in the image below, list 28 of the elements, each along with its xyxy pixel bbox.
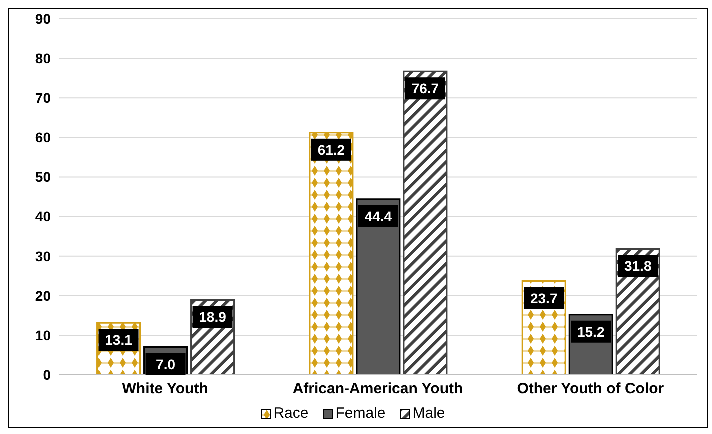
x-tick-label: White Youth: [122, 380, 208, 398]
data-label: 18.9: [199, 309, 227, 326]
data-label: 61.2: [318, 142, 346, 158]
data-label: 44.4: [364, 208, 392, 224]
y-tick-label: 10: [35, 327, 52, 344]
y-tick-label: 50: [35, 169, 52, 186]
y-tick-label: 0: [43, 366, 52, 383]
y-tick-label: 80: [35, 50, 52, 67]
bar: [309, 132, 354, 375]
bar: [356, 198, 401, 375]
x-tick-label: African-American Youth: [292, 380, 464, 398]
data-label: 7.0: [156, 356, 176, 372]
data-label: 23.7: [530, 290, 558, 306]
y-tick-label: 70: [35, 90, 52, 106]
y-tick-label: 60: [35, 130, 52, 146]
x-tick-label: Other Youth of Color: [517, 380, 664, 398]
y-tick-label: 40: [35, 208, 52, 225]
data-label: 15.2: [577, 324, 605, 340]
y-tick-label: 20: [35, 288, 52, 304]
y-tick-label: 30: [35, 248, 52, 264]
data-label: 31.8: [624, 258, 652, 274]
legend-label: Race: [272, 405, 309, 422]
bar: [403, 70, 448, 375]
legend-label: Female: [334, 405, 386, 422]
y-tick-label: 90: [35, 10, 52, 27]
legend-label: Male: [412, 405, 446, 422]
data-label: 13.1: [105, 332, 133, 348]
data-label: 76.7: [412, 80, 440, 97]
